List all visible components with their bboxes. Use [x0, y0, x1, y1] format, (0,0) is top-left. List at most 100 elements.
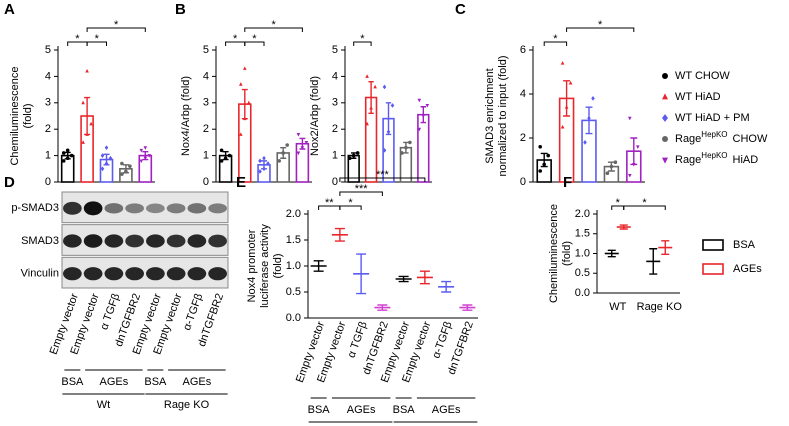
- legend-sup: HepKO: [701, 130, 727, 139]
- x-tick-label: Rage KO: [637, 301, 683, 313]
- significance-label: *: [642, 197, 647, 209]
- point: [373, 84, 377, 89]
- y-tick-label: 1.0: [575, 247, 590, 259]
- y-tick-label: 4: [520, 88, 526, 100]
- blot-band: [208, 267, 227, 281]
- point: [285, 143, 290, 147]
- lane-label: α-TGFβ: [430, 320, 454, 360]
- point: [258, 169, 262, 174]
- y-tick-label: 1: [203, 150, 209, 162]
- legend-label: WT HiAD: [675, 91, 721, 103]
- point: [104, 161, 109, 166]
- y-tick-label: 4: [332, 70, 338, 82]
- error-bar: [313, 260, 324, 272]
- significance-label: ***: [376, 169, 390, 181]
- point: [143, 146, 148, 150]
- treatment-label: AGEs: [100, 376, 129, 388]
- point: [65, 148, 70, 153]
- point: [304, 140, 309, 145]
- point: [546, 153, 550, 158]
- y-tick-label: 0.0: [575, 287, 590, 299]
- point: [300, 146, 305, 150]
- point: [266, 161, 270, 166]
- significance-bracket: [244, 41, 265, 46]
- y-tick-label: 5: [45, 44, 51, 56]
- panel-label: B: [175, 1, 186, 18]
- point: [636, 145, 640, 149]
- significance-label: *: [616, 197, 621, 209]
- error-bar: [377, 304, 388, 311]
- blot-band: [63, 234, 82, 248]
- significance-bracket: [86, 27, 146, 32]
- legend-suffix: CHOW: [733, 133, 768, 145]
- blot-band: [208, 203, 227, 214]
- y-tick-label: 0: [332, 176, 338, 188]
- genotype-label: Wt: [97, 399, 110, 411]
- treatment-label: BSA: [308, 404, 331, 416]
- point: [85, 68, 89, 73]
- y-axis-label: (fold): [22, 103, 34, 128]
- point: [421, 114, 426, 119]
- y-axis-label: normalized to input (fold): [497, 55, 509, 176]
- legend-name: Rage: [675, 154, 701, 166]
- blot-band: [83, 234, 103, 248]
- point: [628, 116, 632, 121]
- point: [613, 160, 618, 164]
- y-axis-label: (fold): [561, 241, 573, 266]
- point: [262, 155, 266, 161]
- point: [560, 124, 565, 129]
- y-tick-label: 1.5: [575, 228, 590, 240]
- y-tick-label: 2: [203, 123, 209, 135]
- error-bar: [607, 249, 616, 258]
- y-tick-label: 1.0: [286, 260, 301, 272]
- point: [104, 145, 109, 151]
- point: [538, 169, 542, 173]
- significance-bracket: [244, 27, 303, 32]
- point: [100, 153, 105, 158]
- lane-label: α TGFβ: [345, 320, 369, 360]
- blot-band: [63, 201, 82, 215]
- point: [243, 66, 247, 70]
- point: [239, 132, 243, 136]
- blot-band: [146, 234, 165, 248]
- panel-label: D: [4, 174, 15, 191]
- point: [609, 164, 614, 169]
- blot-row-label: SMAD3: [21, 235, 59, 247]
- error-bar: [419, 270, 430, 285]
- significance-label: *: [75, 33, 80, 45]
- treatment-label: AGEs: [183, 376, 212, 388]
- point: [85, 132, 89, 136]
- significance-label: *: [114, 19, 119, 31]
- point: [139, 148, 144, 153]
- y-axis-label: Nox4 promoter: [246, 229, 258, 302]
- bar: [417, 113, 430, 183]
- error-bar: [398, 275, 409, 283]
- y-axis-label: Nox4/Arbp (fold): [180, 76, 192, 156]
- point: [355, 151, 360, 155]
- y-tick-label: 1: [45, 150, 51, 162]
- point: [587, 115, 591, 121]
- point: [417, 127, 422, 132]
- legend-name: WT CHOW: [675, 70, 730, 82]
- genotype-label: Rage KO: [164, 399, 210, 411]
- significance-label: *: [233, 33, 238, 45]
- blot-band: [166, 267, 186, 281]
- treatment-label: BSA: [61, 376, 84, 388]
- error-bar: [563, 80, 571, 117]
- legend-label: AGEs: [733, 263, 762, 275]
- treatment-label: BSA: [144, 376, 167, 388]
- blot-band: [187, 234, 207, 248]
- significance-bracket: [339, 205, 362, 210]
- y-tick-label: 2: [45, 123, 51, 135]
- legend-label: WT CHOW: [675, 70, 730, 82]
- point: [408, 140, 412, 145]
- point: [605, 171, 610, 175]
- point: [100, 166, 105, 172]
- point: [542, 162, 546, 167]
- point: [128, 164, 132, 168]
- legend-marker: [662, 157, 668, 164]
- point: [386, 129, 391, 135]
- point: [628, 173, 632, 178]
- point: [591, 96, 595, 101]
